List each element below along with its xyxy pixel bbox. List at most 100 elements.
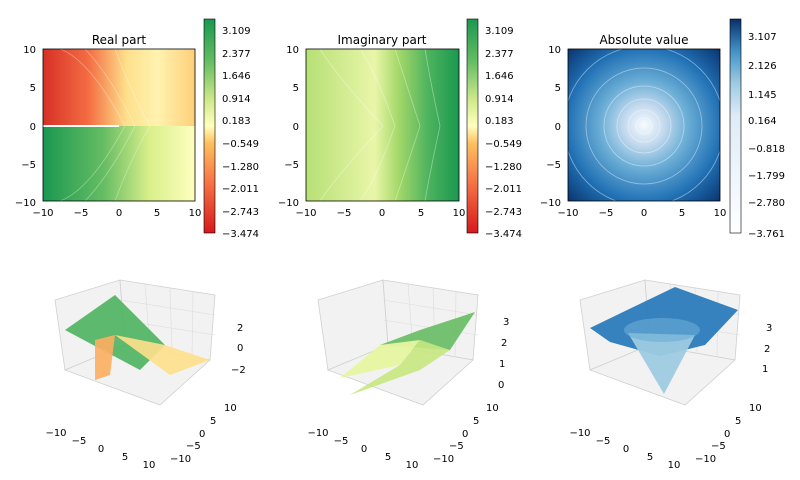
y-axis: 10 5 0 −5 −10 <box>170 403 237 465</box>
z-axis: 3 2 1 <box>762 323 772 375</box>
y-axis: 10 5 0 −5 −10 <box>433 403 499 465</box>
abs-contours <box>568 49 720 201</box>
colorbar: 3.109 2.377 1.646 0.914 0.183 −0.549 −1.… <box>203 18 259 240</box>
colorbar-tick: 2.377 <box>222 49 251 60</box>
x-tick-label: 5 <box>122 452 128 463</box>
x-tick-label: 10 <box>406 460 419 471</box>
y-tick-label: 10 <box>23 45 36 56</box>
x-tick-label: 10 <box>189 208 202 219</box>
y-tick-label: 10 <box>749 403 762 414</box>
x-tick-label: −10 <box>295 208 316 219</box>
surface-cone <box>628 333 695 394</box>
colorbar-tick: 0.164 <box>748 116 777 127</box>
x-tick-label: 10 <box>143 460 156 471</box>
colorbar-gradient <box>203 18 216 234</box>
y-tick-label: 5 <box>293 83 299 94</box>
surface-sheet-orange <box>95 335 115 380</box>
x-tick-label: −5 <box>599 208 614 219</box>
surface-rim-highlight <box>624 318 700 342</box>
x-tick-label: 5 <box>647 452 653 463</box>
surface-imag: 3 2 1 0 −10 −5 0 5 10 10 5 0 −5 −10 <box>307 279 509 471</box>
colorbar-tick: −0.549 <box>222 139 259 150</box>
y-tick-label: 5 <box>210 416 216 427</box>
colorbar-tick: 3.109 <box>485 26 514 37</box>
x-tick-label: 10 <box>668 460 681 471</box>
colorbar-tick: −2.743 <box>222 207 259 218</box>
colorbar-tick: 2.126 <box>748 61 777 72</box>
colorbar-tick: 1.646 <box>485 71 514 82</box>
x-tick-label: −10 <box>307 428 328 439</box>
y-tick-label: 0 <box>293 122 299 133</box>
y-tick-label: 0 <box>555 122 561 133</box>
y-tick-label: 0 <box>199 429 205 440</box>
axes-frame <box>567 48 721 202</box>
x-tick-label: −10 <box>557 208 578 219</box>
z-axis: 3 2 1 0 <box>498 317 509 391</box>
y-tick-label: −10 <box>170 454 191 465</box>
x-tick-label: 10 <box>714 208 727 219</box>
x-tick-label: 5 <box>418 208 424 219</box>
imag-contours <box>319 49 441 201</box>
z-axis: 2 0 −2 <box>231 323 246 376</box>
colorbar-tick: 3.109 <box>222 26 251 37</box>
y-axis: 10 5 0 −5 −10 <box>540 45 561 209</box>
x-tick-label: 0 <box>379 208 385 219</box>
z-tick-label: −2 <box>231 365 246 376</box>
x-tick-label: 0 <box>623 444 629 455</box>
x-tick-label: −10 <box>569 428 590 439</box>
surface-abs: 3 2 1 −10 −5 0 5 10 10 5 0 −5 −10 <box>569 279 772 471</box>
y-tick-label: −10 <box>433 454 454 465</box>
colorbar-tick: −1.280 <box>222 162 259 173</box>
y-tick-label: 5 <box>30 83 36 94</box>
surface-real: 2 0 −2 −10 −5 0 5 10 10 5 0 −5 −10 <box>45 279 246 471</box>
x-tick-label: 0 <box>116 208 122 219</box>
colorbar-tick: 2.377 <box>485 49 514 60</box>
x-tick-label: −10 <box>45 428 66 439</box>
colorbar-tick: 3.107 <box>748 32 777 43</box>
colorbar-tick: 0.914 <box>222 94 251 105</box>
colorbar-tick: −1.280 <box>485 162 522 173</box>
y-tick-label: −10 <box>15 198 36 209</box>
colorbar-tick: −2.743 <box>485 207 522 218</box>
y-tick-label: −5 <box>21 160 36 171</box>
y-tick-label: 5 <box>555 83 561 94</box>
y-axis: 10 5 0 −5 −10 <box>15 45 36 209</box>
colorbar-tick: 1.145 <box>748 90 777 101</box>
x-tick-label: −5 <box>337 208 352 219</box>
x-tick-label: −5 <box>596 436 611 447</box>
y-tick-label: 0 <box>30 122 36 133</box>
z-tick-label: 1 <box>499 359 505 370</box>
colorbar-tick: 0.183 <box>222 116 251 127</box>
colorbar-tick: −3.474 <box>485 229 522 240</box>
x-tick-label: 0 <box>98 444 104 455</box>
x-axis: −10 −5 0 5 10 <box>307 428 418 471</box>
colorbar-tick: −0.549 <box>485 139 522 150</box>
y-tick-label: −10 <box>540 198 561 209</box>
panel-title: Real part <box>92 33 147 47</box>
y-tick-label: −5 <box>186 441 201 452</box>
y-tick-label: −5 <box>546 160 561 171</box>
x-tick-label: 10 <box>453 208 466 219</box>
panel-real: Real part −10 −5 0 5 10 10 5 0 <box>15 18 259 240</box>
y-tick-label: −10 <box>278 198 299 209</box>
colorbar: 3.107 2.126 1.145 0.164 −0.818 −1.799 −2… <box>729 18 785 240</box>
axes-frame <box>42 48 196 202</box>
real-contours <box>59 49 151 201</box>
x-tick-label: 5 <box>679 208 685 219</box>
x-tick-label: 0 <box>641 208 647 219</box>
colorbar-tick: −2.780 <box>748 198 785 209</box>
z-tick-label: 2 <box>237 323 243 334</box>
colorbar-tick: −3.761 <box>748 229 785 240</box>
z-tick-label: 1 <box>762 364 768 375</box>
colorbar-tick: −2.011 <box>485 184 522 195</box>
z-tick-label: 0 <box>498 380 504 391</box>
z-tick-label: 0 <box>237 343 243 354</box>
panel-abs: Absolute value −10 −5 0 5 10 10 5 0 −5 <box>540 18 785 240</box>
colorbar-tick: −3.474 <box>222 229 259 240</box>
y-tick-label: −5 <box>449 441 464 452</box>
panel-imag: Imaginary part −10 −5 0 5 10 10 5 <box>278 18 522 240</box>
x-tick-label: 0 <box>361 444 367 455</box>
x-tick-label: −5 <box>334 436 349 447</box>
abs-fill <box>568 49 720 201</box>
